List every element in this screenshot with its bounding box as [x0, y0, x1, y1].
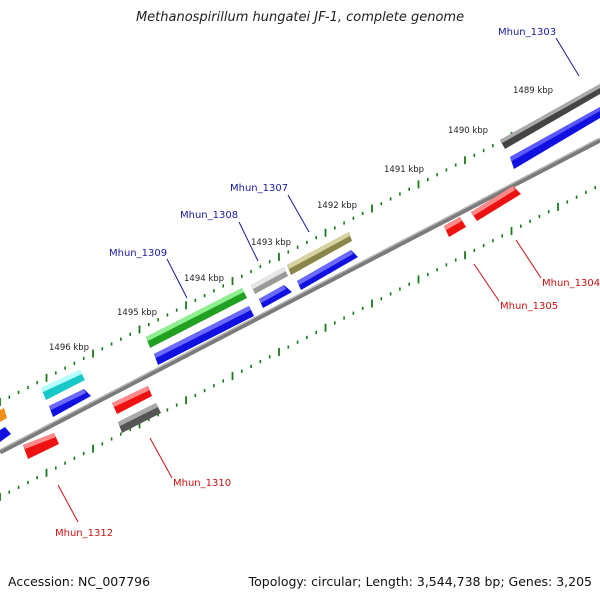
cds-mhun-1307[interactable] — [297, 250, 358, 290]
label-mhun-1307[interactable]: Mhun_1307 — [230, 183, 288, 194]
label-mhun-1310[interactable]: Mhun_1310 — [173, 478, 231, 489]
scale-label: 1491 kbp — [384, 165, 424, 175]
forward-gene-labels: Mhun_1303 Mhun_1307 Mhun_1308 Mhun_1309 — [109, 27, 556, 259]
topology-text: Topology: circular; Length: 3,544,738 bp… — [248, 574, 592, 589]
label-mhun-1308[interactable]: Mhun_1308 — [180, 210, 238, 221]
scale-label: 1494 kbp — [184, 274, 224, 284]
gene-mhun-1307[interactable] — [287, 232, 352, 275]
scale-ticks — [0, 90, 597, 501]
gene-mhun-1303[interactable] — [500, 84, 600, 149]
genome-backbone-highlight — [0, 137, 600, 451]
gene-orange-partial[interactable] — [0, 408, 7, 422]
gene-mhun-1312[interactable] — [23, 433, 59, 459]
gene-red-small[interactable] — [112, 386, 152, 414]
gene-mhun-1305[interactable] — [444, 217, 466, 237]
label-mhun-1303[interactable]: Mhun_1303 — [498, 27, 556, 38]
gene-mhun-1308[interactable] — [251, 267, 288, 294]
cds-blue-partial[interactable] — [0, 427, 11, 442]
label-mhun-1305[interactable]: Mhun_1305 — [500, 301, 558, 312]
cds-mhun-1308[interactable] — [259, 285, 292, 308]
cds-mhun-1309[interactable] — [154, 306, 254, 365]
gene-mhun-1309[interactable] — [146, 288, 247, 348]
scale-label: 1489 kbp — [513, 86, 553, 96]
forward-leaders — [166, 37, 580, 299]
reverse-gene-labels: Mhun_1304 Mhun_1305 Mhun_1310 Mhun_1312 — [55, 278, 600, 539]
scale-label: 1490 kbp — [448, 126, 488, 136]
accession-text: Accession: NC_007796 — [8, 574, 151, 589]
label-mhun-1312[interactable]: Mhun_1312 — [55, 528, 113, 539]
scale-label: 1495 kbp — [117, 308, 157, 318]
scale-label: 1492 kbp — [317, 201, 357, 211]
scale-label: 1496 kbp — [49, 343, 89, 353]
scale-label: 1493 kbp — [251, 238, 291, 248]
genome-backbone — [0, 137, 600, 455]
gene-mhun-1304[interactable] — [471, 186, 521, 221]
gene-cyan[interactable] — [41, 370, 85, 400]
cds-mhun-1303[interactable] — [510, 107, 600, 169]
gene-mhun-1310[interactable] — [118, 403, 161, 433]
label-mhun-1304[interactable]: Mhun_1304 — [542, 278, 600, 289]
scale-labels: 1489 kbp 1490 kbp 1491 kbp 1492 kbp 1493 kbp… — [49, 86, 553, 353]
cds-cyan[interactable] — [49, 389, 91, 417]
reverse-leaders — [57, 239, 542, 523]
label-mhun-1309[interactable]: Mhun_1309 — [109, 248, 167, 259]
map-title: Methanospirillum hungatei JF-1, complete… — [135, 10, 465, 25]
